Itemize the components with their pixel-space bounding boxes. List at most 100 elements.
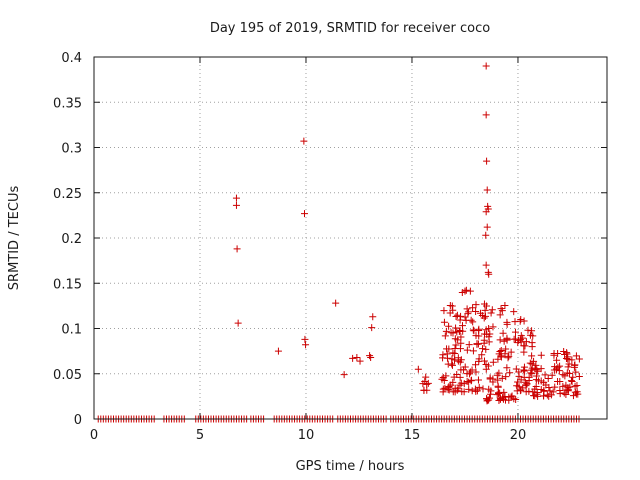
data-point: [482, 62, 490, 70]
data-point: [467, 377, 475, 385]
data-point: [480, 314, 488, 322]
data-point: [499, 329, 507, 337]
data-point: [496, 336, 504, 344]
data-point: [567, 377, 575, 385]
data-point: [458, 322, 466, 330]
data-point: [517, 338, 525, 346]
data-point: [510, 308, 518, 316]
data-point: [505, 352, 513, 360]
data-point: [489, 375, 497, 383]
data-point: [445, 382, 453, 390]
data-point: [474, 376, 482, 384]
data-point: [569, 392, 577, 400]
data-point: [494, 355, 502, 363]
points-layer: [94, 62, 583, 423]
data-point: [496, 347, 504, 355]
data-point: [572, 352, 580, 360]
data-point: [453, 370, 461, 378]
data-point: [482, 261, 490, 269]
data-point: [449, 329, 457, 337]
data-point: [368, 324, 376, 332]
data-point: [353, 353, 361, 361]
data-point: [457, 366, 465, 374]
data-point: [479, 345, 487, 353]
data-point: [564, 363, 572, 371]
data-point: [559, 382, 567, 390]
data-point: [507, 348, 515, 356]
data-point: [501, 301, 509, 309]
data-point: [543, 391, 551, 399]
data-point: [526, 331, 534, 339]
data-point: [232, 201, 240, 209]
data-point: [501, 350, 509, 358]
data-point: [503, 320, 511, 328]
data-point: [512, 365, 520, 373]
data-point: [563, 369, 571, 377]
data-point: [458, 288, 466, 296]
data-point: [504, 354, 512, 362]
data-point: [485, 385, 493, 393]
data-point: [520, 317, 528, 325]
data-point: [301, 210, 308, 218]
data-point: [544, 375, 552, 383]
data-point: [520, 348, 528, 356]
data-point: [456, 373, 464, 381]
data-point: [533, 366, 541, 374]
data-point: [517, 316, 525, 324]
data-point: [441, 384, 449, 392]
data-point: [497, 305, 505, 313]
grid-layer: [94, 57, 607, 419]
data-point: [469, 304, 477, 312]
data-point: [501, 393, 509, 401]
data-point: [564, 387, 572, 395]
data-point: [463, 377, 471, 385]
data-point: [300, 137, 308, 145]
x-axis-label: GPS time / hours: [296, 459, 405, 474]
data-point: [537, 365, 545, 373]
data-point: [445, 322, 453, 330]
data-point: [469, 347, 477, 355]
data-point: [489, 358, 497, 366]
data-point: [448, 361, 456, 369]
y-tick-label: 0.2: [61, 232, 82, 247]
data-point: [483, 186, 491, 194]
data-point: [456, 327, 464, 335]
data-point: [520, 366, 528, 374]
data-point: [471, 385, 479, 393]
data-point: [494, 376, 502, 384]
data-point: [532, 361, 540, 369]
data-point: [507, 393, 515, 401]
data-point: [464, 310, 472, 318]
x-tick-label: 0: [90, 428, 98, 443]
data-point: [540, 379, 548, 387]
data-point: [501, 396, 509, 404]
data-point: [274, 347, 282, 355]
data-point: [497, 346, 505, 354]
data-point: [451, 335, 459, 343]
data-point: [484, 362, 492, 370]
data-point: [461, 363, 469, 371]
data-point: [301, 335, 309, 343]
data-point: [568, 356, 576, 364]
data-point: [569, 373, 577, 381]
data-point: [472, 332, 480, 340]
data-point: [575, 373, 583, 381]
data-point: [444, 360, 452, 368]
data-point: [541, 371, 549, 379]
x-tick-label: 10: [298, 428, 315, 443]
data-point: [457, 312, 465, 320]
y-tick-label: 0.05: [53, 368, 82, 383]
x-tick-label: 20: [510, 428, 527, 443]
x-tick-label: 15: [404, 428, 421, 443]
data-point: [447, 381, 455, 389]
data-point: [440, 318, 448, 326]
data-point: [503, 364, 511, 372]
y-tick-label: 0: [74, 413, 82, 428]
data-point: [475, 383, 483, 391]
data-point: [525, 373, 533, 381]
data-point: [332, 299, 340, 307]
data-point: [464, 308, 472, 316]
data-point: [340, 371, 348, 379]
data-point: [462, 286, 470, 294]
